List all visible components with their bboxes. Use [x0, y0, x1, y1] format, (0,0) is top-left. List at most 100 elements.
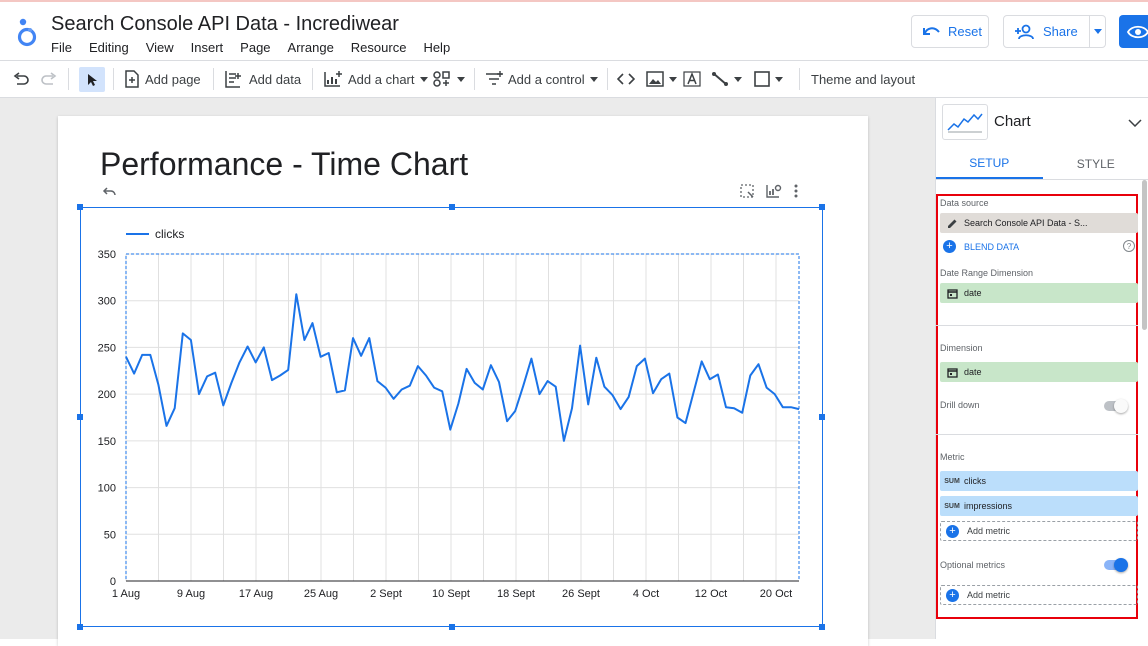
resize-handle[interactable] — [819, 204, 825, 210]
resize-handle[interactable] — [77, 414, 83, 420]
drill-down-toggle[interactable] — [1104, 401, 1128, 411]
add-chart-button[interactable]: Add a chart — [323, 61, 428, 97]
properties-panel: Chart SETUP STYLE Data source Search Con… — [935, 98, 1148, 639]
tab-style[interactable]: STYLE — [1043, 148, 1148, 179]
share-button[interactable]: Share — [1003, 15, 1106, 48]
image-icon — [646, 71, 664, 87]
redo-button[interactable] — [40, 61, 58, 97]
caret-down-icon — [775, 77, 783, 82]
add-optional-metric-button[interactable]: + Add metric — [940, 585, 1138, 605]
menu-arrange[interactable]: Arrange — [288, 40, 334, 55]
optional-metrics-toggle[interactable] — [1104, 560, 1128, 570]
shape-button[interactable] — [754, 61, 783, 97]
looker-studio-logo-icon[interactable] — [14, 16, 40, 48]
more-vert-icon[interactable] — [794, 184, 798, 198]
add-metric-button[interactable]: + Add metric — [940, 521, 1138, 541]
embed-url-button[interactable] — [617, 61, 635, 97]
plus-circle-icon: + — [943, 240, 956, 253]
data-source-label: Data source — [940, 198, 989, 208]
select-tool-button[interactable] — [79, 67, 105, 92]
tab-setup[interactable]: SETUP — [936, 148, 1043, 179]
blend-data-button[interactable]: + BLEND DATA — [940, 240, 1019, 253]
menu-resource[interactable]: Resource — [351, 40, 407, 55]
metric-chip-clicks[interactable]: SUM clicks — [940, 471, 1138, 491]
chart-type-label: Chart — [994, 113, 1031, 130]
caret-down-icon — [420, 77, 428, 82]
page-title[interactable]: Performance - Time Chart — [100, 146, 468, 183]
x-tick-label: 2 Sept — [370, 588, 402, 600]
add-data-button[interactable]: Add data — [224, 61, 301, 97]
section-divider — [936, 325, 1138, 326]
plot-area-border — [126, 254, 799, 581]
caret-down-icon — [457, 77, 465, 82]
y-tick-label: 250 — [98, 342, 116, 354]
chevron-down-icon[interactable] — [1128, 114, 1142, 132]
line-button[interactable] — [711, 61, 742, 97]
add-optional-metric-label: Add metric — [967, 590, 1010, 600]
toolbar-divider — [607, 68, 608, 90]
menu-file[interactable]: File — [51, 40, 72, 55]
resize-handle[interactable] — [819, 414, 825, 420]
reset-icon — [922, 25, 942, 39]
chart-type-selector[interactable] — [942, 104, 988, 140]
menu-editing[interactable]: Editing — [89, 40, 129, 55]
time-series-chart-icon — [946, 110, 984, 134]
dimension-chip[interactable]: date — [940, 362, 1138, 382]
view-button[interactable] — [1119, 15, 1148, 48]
menu-page[interactable]: Page — [240, 40, 270, 55]
pencil-icon — [940, 218, 964, 229]
add-person-icon — [1014, 24, 1036, 40]
add-page-button[interactable]: Add page — [124, 61, 201, 97]
x-tick-label: 17 Aug — [239, 588, 273, 600]
report-title[interactable]: Search Console API Data - Incrediwear — [51, 13, 399, 36]
metric-chip-impressions[interactable]: SUM impressions — [940, 496, 1138, 516]
line-icon — [711, 71, 729, 87]
help-icon[interactable]: ? — [1123, 240, 1135, 252]
reset-button[interactable]: Reset — [911, 15, 989, 48]
select-area-icon[interactable] — [740, 184, 754, 198]
theme-layout-button[interactable]: Theme and layout — [811, 61, 915, 97]
resize-handle[interactable] — [449, 624, 455, 630]
resize-handle[interactable] — [77, 624, 83, 630]
menu-insert[interactable]: Insert — [191, 40, 224, 55]
date-range-label: Date Range Dimension — [940, 268, 1033, 278]
x-tick-label: 1 Aug — [112, 588, 140, 600]
toolbar-divider — [799, 68, 800, 90]
redo-icon — [40, 72, 58, 86]
toolbar-divider — [68, 68, 69, 90]
add-component-button[interactable] — [432, 61, 465, 97]
caret-down-icon — [734, 77, 742, 82]
chart-settings-icon[interactable] — [766, 184, 782, 198]
eye-icon — [1127, 25, 1148, 39]
text-button[interactable] — [683, 61, 701, 97]
x-tick-label: 12 Oct — [695, 588, 727, 600]
share-dropdown[interactable] — [1090, 29, 1105, 34]
calendar-icon — [940, 367, 964, 378]
filter-control-icon — [485, 71, 503, 87]
caret-down-icon — [1094, 29, 1102, 34]
add-chart-icon — [323, 70, 343, 88]
date-range-chip[interactable]: date — [940, 283, 1138, 303]
image-button[interactable] — [646, 61, 677, 97]
optional-metrics-label: Optional metrics — [940, 560, 1005, 570]
menu-view[interactable]: View — [146, 40, 174, 55]
x-tick-label: 20 Oct — [760, 588, 792, 600]
y-tick-label: 200 — [98, 389, 116, 401]
add-control-button[interactable]: Add a control — [485, 61, 598, 97]
resize-handle[interactable] — [449, 204, 455, 210]
resize-handle[interactable] — [819, 624, 825, 630]
add-data-icon — [224, 70, 244, 88]
share-label: Share — [1043, 24, 1078, 39]
resize-handle[interactable] — [77, 204, 83, 210]
share-main[interactable]: Share — [1004, 16, 1090, 47]
menu-help[interactable]: Help — [423, 40, 450, 55]
data-source-chip[interactable]: Search Console API Data - S... — [940, 213, 1138, 233]
undo-button[interactable] — [12, 61, 30, 97]
app-header: Search Console API Data - Incrediwear Fi… — [0, 2, 1148, 60]
reset-chart-icon[interactable] — [101, 186, 117, 204]
panel-scrollbar[interactable] — [1142, 180, 1147, 330]
